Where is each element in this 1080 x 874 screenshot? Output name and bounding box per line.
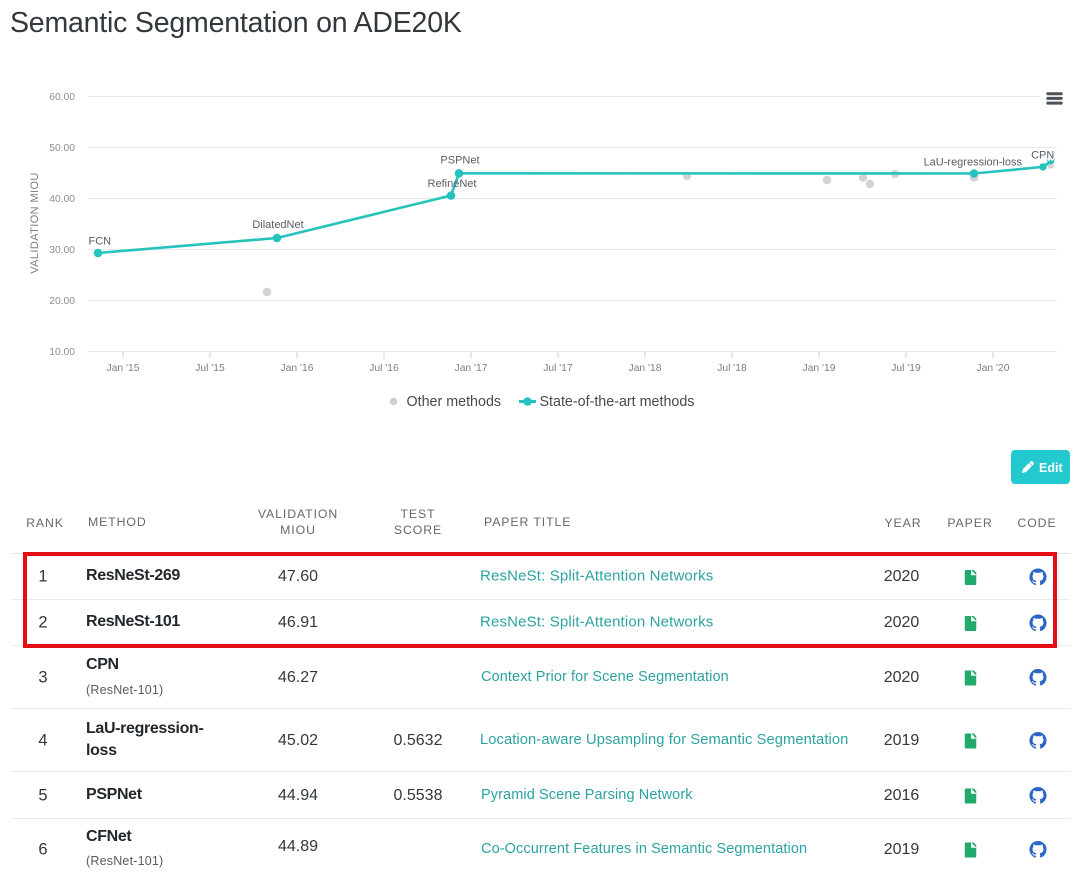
svg-text:Jan '16: Jan '16 xyxy=(281,363,314,374)
svg-text:RefineNet: RefineNet xyxy=(428,178,477,190)
svg-text:60.00: 60.00 xyxy=(49,92,75,103)
svg-text:Jul '17: Jul '17 xyxy=(543,363,573,374)
svg-text:Jul '18: Jul '18 xyxy=(717,363,747,374)
svg-text:40.00: 40.00 xyxy=(49,194,75,205)
svg-text:10.00: 10.00 xyxy=(49,347,75,358)
svg-text:LaU-regression-loss: LaU-regression-loss xyxy=(924,157,1023,169)
svg-text:Jan '20: Jan '20 xyxy=(977,363,1010,374)
svg-text:Jan '19: Jan '19 xyxy=(803,363,836,374)
svg-text:DilatedNet: DilatedNet xyxy=(252,219,303,231)
svg-text:CPN: CPN xyxy=(1031,150,1054,162)
svg-text:30.00: 30.00 xyxy=(49,245,75,256)
svg-text:PSPNet: PSPNet xyxy=(440,155,479,167)
svg-text:50.00: 50.00 xyxy=(49,143,75,154)
svg-text:State-of-the-art methods: State-of-the-art methods xyxy=(540,394,695,410)
svg-text:Jul '15: Jul '15 xyxy=(195,363,225,374)
svg-text:Jul '19: Jul '19 xyxy=(891,363,921,374)
svg-text:Jul '16: Jul '16 xyxy=(369,363,399,374)
svg-text:Jan '17: Jan '17 xyxy=(455,363,488,374)
svg-text:FCN: FCN xyxy=(89,236,112,248)
svg-text:Jan '15: Jan '15 xyxy=(107,363,140,374)
svg-text:Jan '18: Jan '18 xyxy=(629,363,662,374)
svg-text:20.00: 20.00 xyxy=(49,296,75,307)
svg-text:Other methods: Other methods xyxy=(407,394,502,410)
svg-text:VALIDATION MIOU: VALIDATION MIOU xyxy=(29,172,41,274)
